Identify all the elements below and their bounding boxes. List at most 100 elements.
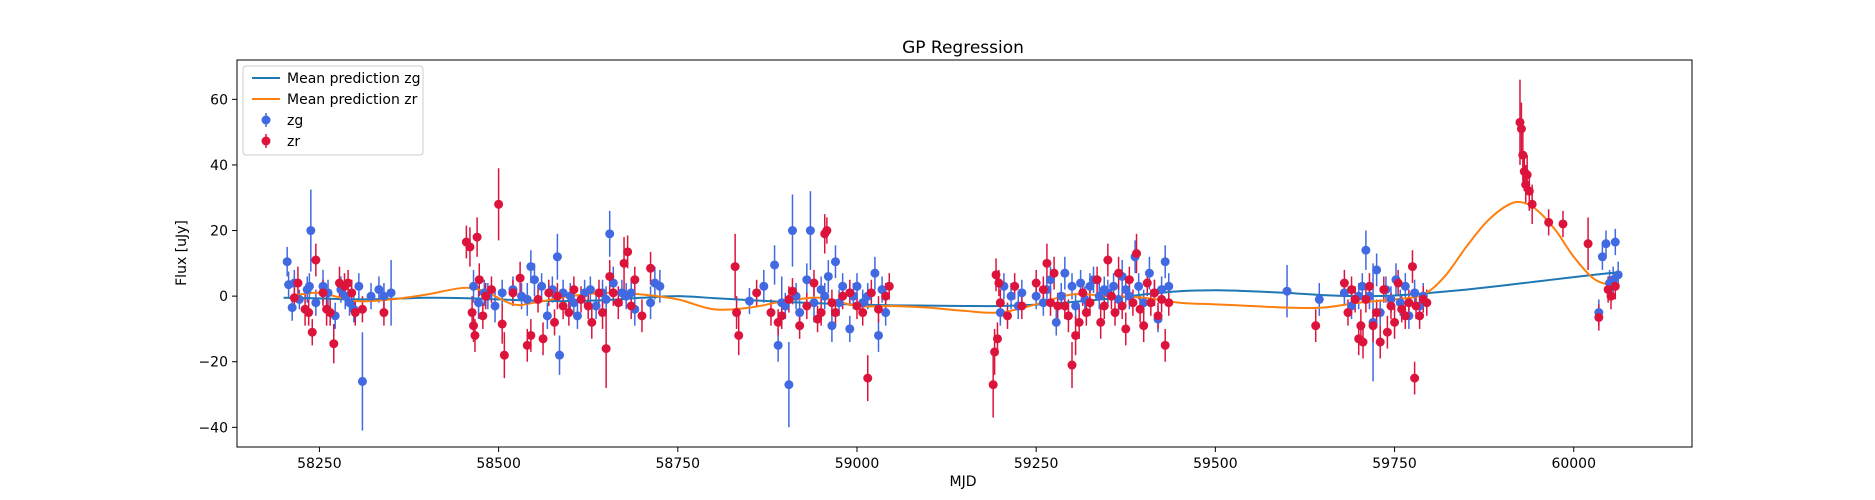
legend: Mean prediction zg Mean prediction zr zg… xyxy=(242,65,424,156)
data-point-zr xyxy=(538,334,548,344)
legend-label-mean-zg: Mean prediction zg xyxy=(287,71,421,87)
data-point-zr xyxy=(787,286,797,296)
data-point-zr xyxy=(1124,275,1134,285)
data-point-zg xyxy=(873,330,883,340)
data-point-zg xyxy=(379,291,389,301)
data-point-zr xyxy=(1356,321,1366,331)
data-point-zr xyxy=(329,339,339,349)
data-point-zr xyxy=(307,327,317,337)
data-point-zr xyxy=(1099,301,1109,311)
y-axis-label: Flux [uJy] xyxy=(174,220,190,286)
data-point-zg xyxy=(1613,270,1623,280)
data-point-zr xyxy=(1157,294,1167,304)
data-point-zr xyxy=(1132,249,1142,258)
legend-label-mean-zr: Mean prediction zr xyxy=(287,92,418,108)
data-point-zr xyxy=(1379,285,1389,295)
data-point-zr xyxy=(564,308,574,318)
data-point-zr xyxy=(304,308,314,318)
data-point-zr xyxy=(1397,304,1407,314)
data-point-zr xyxy=(1521,180,1531,190)
y-tick-label: 20 xyxy=(210,224,228,240)
data-point-zg xyxy=(823,271,833,281)
data-point-zr xyxy=(1103,255,1113,265)
data-point-zg xyxy=(787,226,797,236)
data-point-zr xyxy=(289,293,299,303)
legend-box xyxy=(242,65,424,156)
data-point-zr xyxy=(1516,124,1526,134)
data-point-zr xyxy=(1311,321,1321,331)
data-point-zr xyxy=(550,317,560,327)
data-point-zr xyxy=(1361,294,1371,304)
data-point-zr xyxy=(1339,278,1349,288)
data-point-zr xyxy=(1078,288,1088,298)
y-tick-label: 40 xyxy=(210,158,228,174)
data-point-zg xyxy=(608,278,618,288)
data-point-zr xyxy=(1524,186,1534,196)
x-tick-label: 59750 xyxy=(1372,456,1417,472)
x-tick-label: 58500 xyxy=(476,456,521,472)
data-point-zr xyxy=(630,275,640,285)
data-point-zg xyxy=(1361,245,1371,255)
data-point-zg xyxy=(881,308,891,318)
data-point-zg xyxy=(1046,275,1056,285)
data-point-zr xyxy=(486,285,496,295)
data-point-zr xyxy=(1049,268,1059,278)
data-point-zr xyxy=(1042,258,1052,268)
data-point-zg xyxy=(773,340,783,350)
data-point-zg xyxy=(1017,288,1027,298)
data-point-zr xyxy=(809,278,819,288)
data-point-zg xyxy=(795,308,805,318)
data-point-zg xyxy=(744,296,754,306)
x-tick-label: 59500 xyxy=(1193,456,1238,472)
data-point-zr xyxy=(325,308,335,318)
data-point-zg xyxy=(1357,281,1367,291)
plot-frame xyxy=(236,59,1693,448)
data-point-zr xyxy=(1092,275,1102,285)
data-point-zr xyxy=(379,308,389,318)
data-point-zg xyxy=(282,257,292,267)
x-tick-label: 60000 xyxy=(1551,456,1596,472)
data-point-zg xyxy=(304,281,314,291)
data-point-zr xyxy=(1364,281,1374,291)
y-tick-label: −20 xyxy=(198,355,228,371)
data-point-zr xyxy=(1522,170,1532,180)
x-tick-label: 59250 xyxy=(1014,456,1059,472)
data-point-zg xyxy=(469,281,479,291)
data-point-zg xyxy=(1282,286,1292,296)
data-point-zg xyxy=(552,252,562,262)
data-point-zg xyxy=(809,298,819,308)
data-point-zg xyxy=(306,226,316,236)
data-point-zg xyxy=(490,301,500,311)
data-point-zg xyxy=(1410,288,1420,298)
data-point-zr xyxy=(1071,330,1081,340)
data-point-zg xyxy=(1134,281,1144,291)
data-point-zr xyxy=(988,380,998,390)
data-point-zr xyxy=(784,294,794,304)
data-point-zr xyxy=(465,242,475,252)
data-point-zg xyxy=(529,275,539,285)
data-point-zr xyxy=(347,288,357,298)
data-point-zr xyxy=(522,340,532,350)
data-point-zg xyxy=(1386,294,1396,304)
data-point-zr xyxy=(734,330,744,340)
data-point-zr xyxy=(499,350,509,360)
data-point-zg xyxy=(366,291,376,301)
data-point-zr xyxy=(1146,298,1156,308)
data-point-zr xyxy=(605,271,615,281)
data-point-zr xyxy=(732,308,742,318)
data-point-zr xyxy=(766,308,776,318)
data-point-zr xyxy=(350,308,360,318)
data-point-zr xyxy=(1096,317,1106,327)
data-point-zr xyxy=(1010,281,1020,291)
data-point-zr xyxy=(1386,301,1396,311)
data-point-zr xyxy=(873,304,883,314)
y-tick-label: 60 xyxy=(210,92,228,108)
data-point-zg xyxy=(805,226,815,236)
data-point-zr xyxy=(1074,317,1084,327)
data-point-zr xyxy=(478,311,488,321)
data-point-zr xyxy=(613,298,623,308)
data-point-zg xyxy=(1051,317,1061,327)
data-point-zr xyxy=(1410,373,1420,383)
data-point-zr xyxy=(587,317,597,327)
